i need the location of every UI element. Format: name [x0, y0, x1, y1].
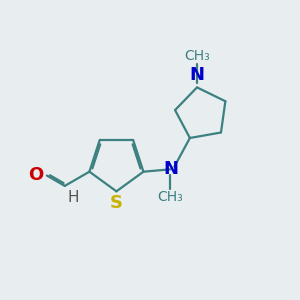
- Text: S: S: [110, 194, 123, 212]
- Text: O: O: [28, 166, 44, 184]
- Text: CH₃: CH₃: [184, 49, 210, 63]
- Text: CH₃: CH₃: [157, 190, 183, 204]
- Text: H: H: [68, 190, 79, 205]
- Text: N: N: [163, 160, 178, 178]
- Text: N: N: [190, 66, 205, 84]
